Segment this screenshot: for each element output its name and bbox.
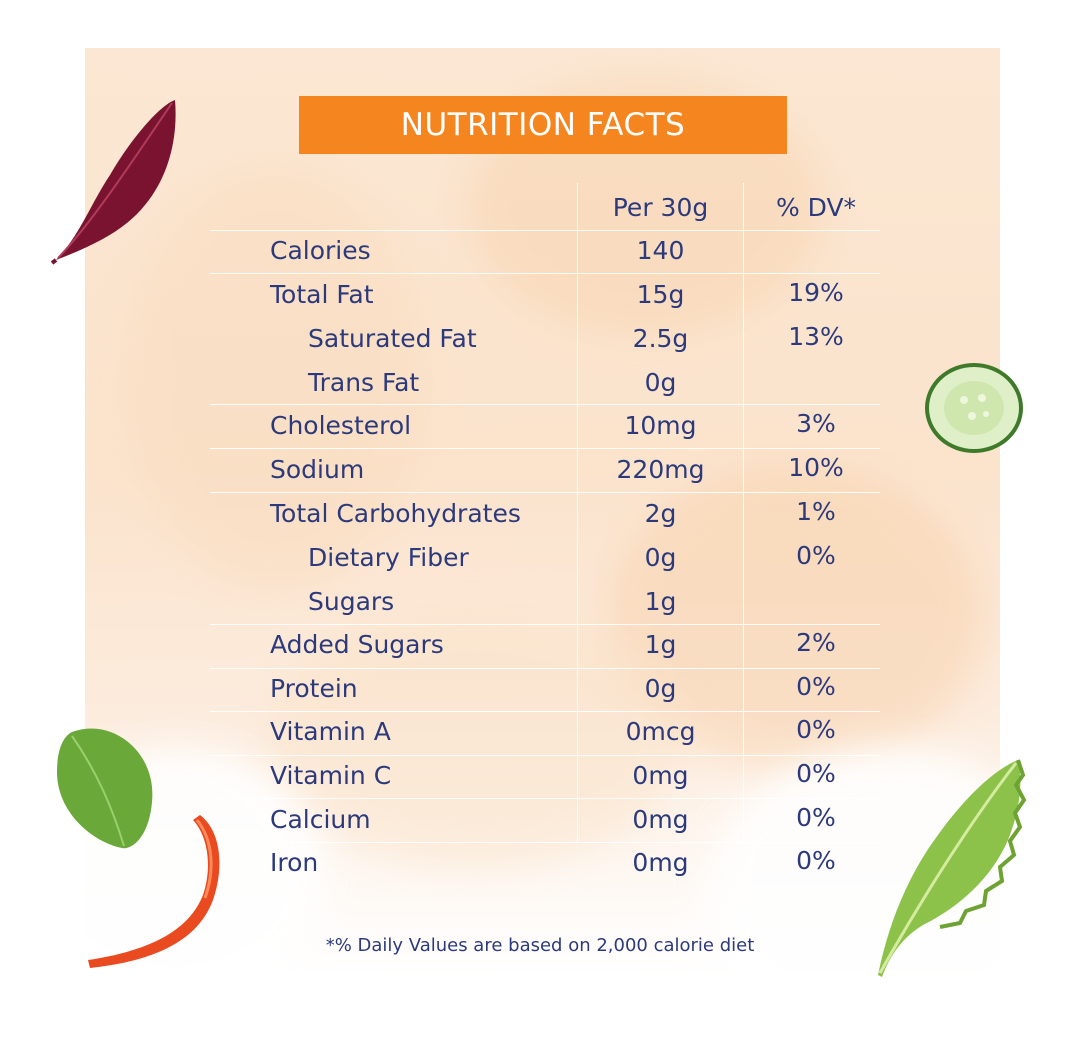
nutrient-name: Cholesterol bbox=[270, 411, 412, 440]
nutrient-dv: 0% bbox=[796, 715, 836, 744]
footnote: *% Daily Values are based on 2,000 calor… bbox=[325, 935, 755, 956]
row-divider bbox=[210, 624, 880, 625]
nutrient-amount: 0g bbox=[644, 368, 677, 397]
nutrient-amount: 0g bbox=[644, 543, 677, 572]
nutrient-dv: 0% bbox=[796, 759, 836, 788]
nutrient-name: Saturated Fat bbox=[308, 324, 477, 353]
nutrient-amount: 0mg bbox=[632, 805, 689, 834]
nutrient-name: Added Sugars bbox=[270, 630, 444, 659]
nutrient-name: Sugars bbox=[308, 587, 395, 616]
row-divider bbox=[210, 404, 880, 405]
nutrient-dv: 0% bbox=[796, 672, 836, 701]
column-header-per: Per 30g bbox=[612, 193, 709, 222]
nutrient-amount: 2.5g bbox=[632, 324, 689, 353]
nutrient-name: Protein bbox=[270, 674, 358, 703]
row-divider bbox=[210, 273, 880, 274]
title-banner: NUTRITION FACTS bbox=[299, 96, 787, 154]
nutrient-name: Total Carbohydrates bbox=[270, 499, 521, 528]
nutrient-name: Vitamin C bbox=[270, 761, 392, 790]
nutrient-amount: 0mg bbox=[632, 761, 689, 790]
nutrient-dv: 3% bbox=[796, 409, 836, 438]
beet-leaf-icon bbox=[50, 100, 176, 265]
nutrient-name: Trans Fat bbox=[308, 368, 420, 397]
column-divider bbox=[577, 183, 578, 843]
nutrient-amount: 0mg bbox=[632, 848, 689, 877]
row-divider bbox=[210, 842, 880, 843]
row-divider bbox=[210, 448, 880, 449]
lettuce-leaf-icon bbox=[878, 759, 1027, 977]
nutrient-amount: 1g bbox=[644, 630, 677, 659]
nutrient-amount: 15g bbox=[636, 280, 685, 309]
nutrient-name: Vitamin A bbox=[270, 717, 391, 746]
row-divider bbox=[210, 798, 880, 799]
nutrient-name: Calories bbox=[270, 236, 371, 265]
nutrient-name: Iron bbox=[270, 848, 319, 877]
nutrient-dv: 2% bbox=[796, 628, 836, 657]
row-divider bbox=[210, 711, 880, 712]
nutrient-dv: 10% bbox=[788, 453, 844, 482]
nutrient-amount: 0mcg bbox=[625, 717, 696, 746]
row-divider bbox=[210, 230, 880, 231]
nutrient-name: Calcium bbox=[270, 805, 371, 834]
nutrient-dv: 0% bbox=[796, 846, 836, 875]
nutrient-dv: 1% bbox=[796, 497, 836, 526]
nutrient-amount: 2g bbox=[644, 499, 677, 528]
nutrient-dv: 13% bbox=[788, 322, 844, 351]
nutrient-dv: 0% bbox=[796, 803, 836, 832]
row-divider bbox=[210, 755, 880, 756]
cucumber-slice-icon bbox=[925, 363, 1023, 453]
nutrient-name: Dietary Fiber bbox=[308, 543, 469, 572]
nutrient-amount: 10mg bbox=[624, 411, 697, 440]
nutrient-name: Total Fat bbox=[270, 280, 374, 309]
nutrient-amount: 140 bbox=[636, 236, 685, 265]
row-divider bbox=[210, 668, 880, 669]
nutrient-dv: 19% bbox=[788, 278, 844, 307]
basil-leaf-icon bbox=[57, 728, 153, 849]
row-divider bbox=[210, 492, 880, 493]
column-divider bbox=[743, 183, 744, 843]
red-pepper-strip-icon bbox=[88, 815, 220, 968]
nutrient-name: Sodium bbox=[270, 455, 365, 484]
nutrient-amount: 0g bbox=[644, 674, 677, 703]
nutrient-amount: 1g bbox=[644, 587, 677, 616]
page-title: NUTRITION FACTS bbox=[400, 107, 686, 143]
nutrient-dv: 0% bbox=[796, 541, 836, 570]
column-header-dv: % DV* bbox=[775, 193, 857, 222]
nutrient-amount: 220mg bbox=[616, 455, 705, 484]
